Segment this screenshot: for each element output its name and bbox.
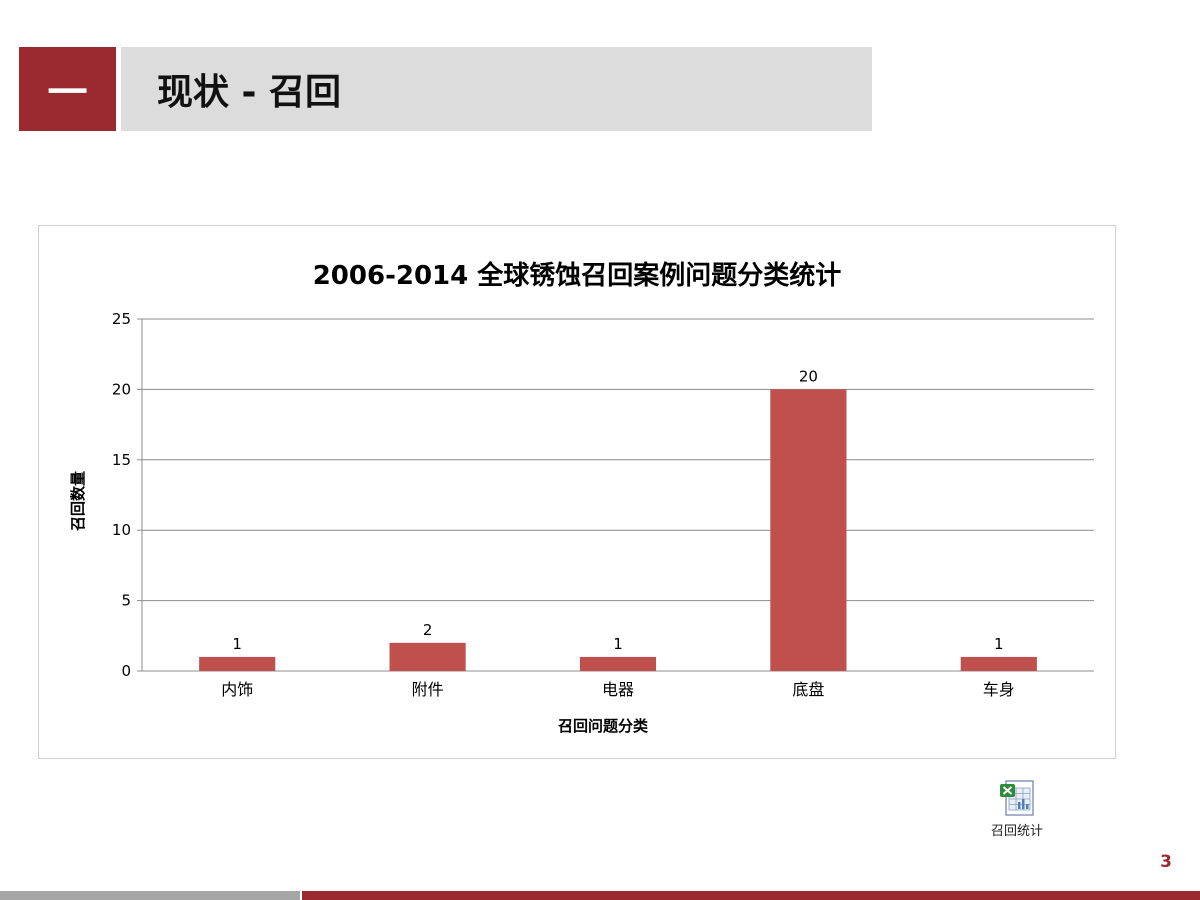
section-number-badge: 一	[19, 47, 116, 131]
axes: 0 5 10 15 20 25 内饰 附件 电器 底盘 车身	[112, 310, 1094, 699]
x-axis-title: 召回问题分类	[558, 717, 649, 735]
x-tick-label: 底盘	[792, 680, 824, 699]
y-tick-label: 25	[112, 310, 131, 328]
bar-4	[770, 389, 847, 671]
footer-bar-red	[302, 891, 1200, 900]
data-label: 1	[613, 635, 623, 653]
bar-1	[199, 656, 276, 671]
bar-5	[960, 656, 1037, 671]
data-labels: 1 2 1 20 1	[232, 367, 1003, 653]
y-tick-label: 15	[112, 451, 131, 469]
y-tick-label: 10	[112, 521, 131, 539]
data-label: 1	[994, 635, 1004, 653]
bar-2	[389, 642, 466, 671]
excel-spreadsheet-icon	[1000, 780, 1034, 816]
section-number: 一	[47, 70, 88, 116]
title-bar: 现状 - 召回	[121, 47, 872, 131]
y-tick-label: 0	[121, 662, 131, 680]
data-label: 2	[423, 621, 433, 639]
embedded-object-label: 召回统计	[990, 824, 1043, 839]
embedded-excel-object[interactable]: 召回统计	[984, 778, 1050, 839]
y-axis-title: 召回数量	[69, 471, 87, 531]
bar-3	[579, 656, 657, 671]
slide-title: 现状 - 召回	[157, 72, 342, 113]
bar-chart: 2006-2014 全球锈蚀召回案例问题分类统计 0 5 10 15 20 25 内饰 附件 电…	[69, 260, 1094, 735]
x-tick-label: 车身	[983, 680, 1015, 699]
x-tick-label: 附件	[412, 680, 444, 699]
bars	[199, 389, 1037, 671]
page-number: 3	[1160, 852, 1172, 872]
chart-frame: 2006-2014 全球锈蚀召回案例问题分类统计 0 5 10 15 20 25 内饰 附件 电…	[38, 225, 1116, 759]
data-label: 1	[232, 635, 242, 653]
data-label: 20	[799, 367, 818, 385]
x-tick-label: 内饰	[221, 680, 253, 699]
gridlines	[142, 318, 1094, 602]
chart-title: 2006-2014 全球锈蚀召回案例问题分类统计	[313, 260, 842, 291]
y-tick-label: 5	[121, 592, 131, 610]
x-tick-label: 电器	[602, 680, 634, 699]
footer-bar-gray	[0, 891, 300, 900]
y-tick-label: 20	[112, 380, 131, 398]
